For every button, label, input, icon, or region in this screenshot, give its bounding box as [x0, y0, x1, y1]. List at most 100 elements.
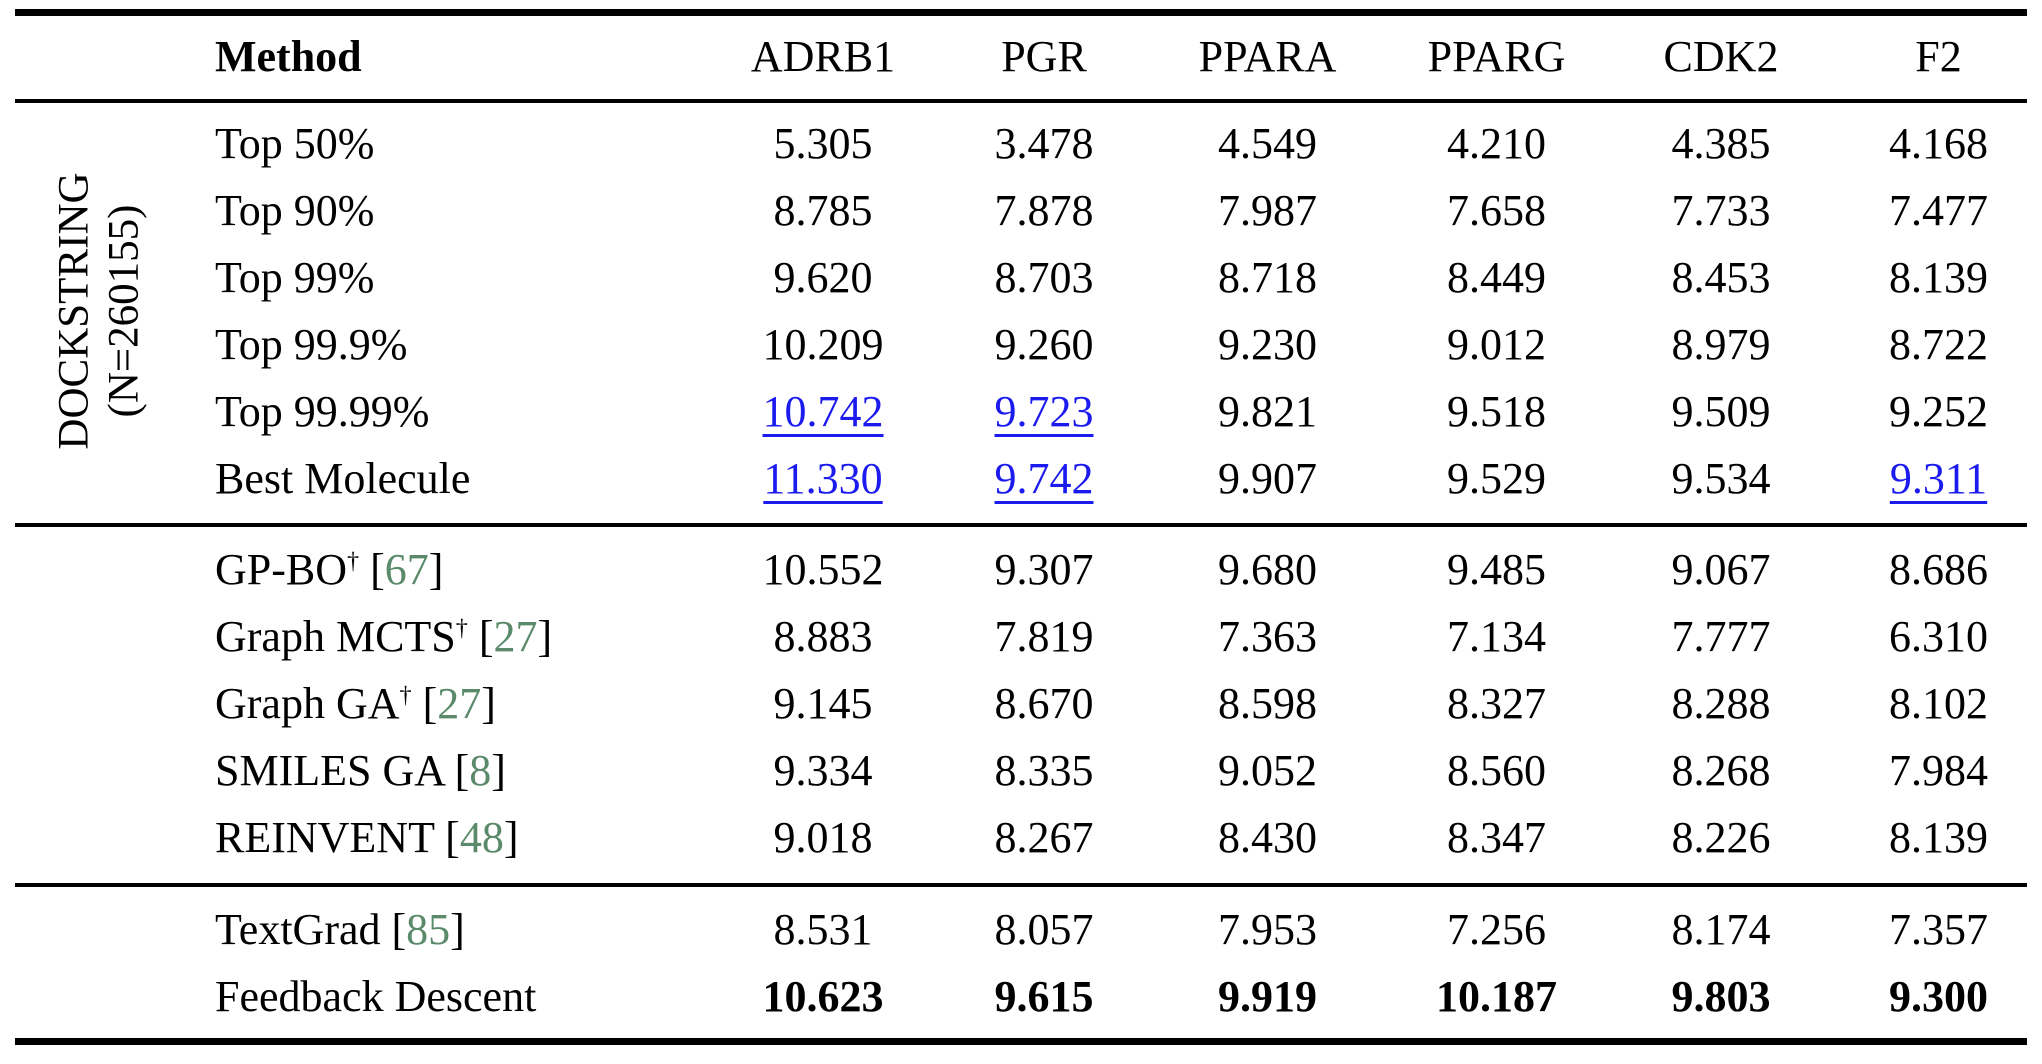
citation-link[interactable]: 27 — [437, 678, 482, 728]
section-dockstring-percentiles: Top 50% 5.305 3.478 4.549 4.210 4.385 4.168 Top… — [15, 110, 2027, 512]
value-cell: 9.307 — [994, 544, 1094, 594]
value-cell: 9.485 — [1447, 544, 1546, 594]
value-cell: 7.777 — [1671, 611, 1771, 661]
table-row: Graph MCTS† [27] 8.883 7.819 7.363 7.134 7.77… — [15, 603, 2027, 670]
value-cell: 4.168 — [1889, 118, 1988, 168]
value-cell: 9.742 — [994, 453, 1094, 503]
method-name: Top 50% — [215, 118, 375, 168]
value-cell: 8.139 — [1889, 252, 1988, 302]
citation-link[interactable]: 27 — [493, 611, 538, 661]
value-cell: 9.919 — [1218, 971, 1317, 1021]
value-cell: 8.598 — [1218, 678, 1317, 728]
value-cell: 9.260 — [994, 319, 1094, 369]
table-row: Top 99% 9.620 8.703 8.718 8.449 8.453 8.139 — [15, 244, 2027, 311]
value-cell: 8.686 — [1889, 544, 1988, 594]
value-cell: 3.478 — [994, 118, 1094, 168]
citation-link[interactable]: 48 — [459, 812, 504, 862]
value-cell: 4.210 — [1447, 118, 1546, 168]
column-header-f2: F2 — [1915, 32, 1962, 81]
value-cell: 9.012 — [1447, 319, 1546, 369]
value-cell: 7.658 — [1447, 185, 1546, 235]
value-cell: 10.623 — [762, 971, 884, 1021]
method-cell: Graph MCTS† [27] — [215, 611, 712, 661]
citation-link[interactable]: 8 — [469, 745, 492, 795]
table-row: Top 90% 8.785 7.878 7.987 7.658 7.733 7.477 — [15, 177, 2027, 244]
value-cell: 8.335 — [994, 745, 1094, 795]
table-row: Top 99.9% 10.209 9.260 9.230 9.012 8.979 8.722 — [15, 311, 2027, 378]
column-header-pparg: PPARG — [1427, 32, 1566, 81]
value-cell: 8.883 — [773, 611, 873, 661]
value-cell: 8.449 — [1447, 252, 1546, 302]
method-name: REINVENT — [215, 812, 435, 862]
column-header-pgr: PGR — [1001, 32, 1087, 81]
method-cell: Top 90% — [215, 188, 712, 233]
citation-bracket-open: [ — [443, 745, 470, 795]
section-text-optimization-methods: TextGrad [85] 8.531 8.057 7.953 7.256 8.174 7.… — [15, 896, 2027, 1030]
value-cell: 9.067 — [1671, 544, 1771, 594]
citation-bracket-close: ] — [428, 544, 444, 594]
value-cell: 9.907 — [1218, 453, 1317, 503]
value-cell: 8.453 — [1671, 252, 1771, 302]
table-row: Graph GA† [27] 9.145 8.670 8.598 8.327 8.288 8… — [15, 670, 2027, 737]
value-cell: 9.723 — [994, 386, 1094, 436]
table-row: Best Molecule 11.330 9.742 9.907 9.529 9.534 9… — [15, 445, 2027, 512]
value-cell: 10.187 — [1436, 971, 1557, 1021]
value-cell: 7.819 — [994, 611, 1094, 661]
value-cell: 9.252 — [1889, 386, 1988, 436]
value-cell: 8.430 — [1218, 812, 1317, 862]
method-name: Top 99.99% — [215, 386, 430, 436]
value-cell: 9.518 — [1447, 386, 1546, 436]
method-name: Graph GA — [215, 678, 400, 728]
value-cell: 7.134 — [1447, 611, 1546, 661]
method-name: SMILES GA — [215, 745, 444, 795]
value-cell: 11.330 — [763, 453, 883, 503]
value-cell: 8.102 — [1889, 678, 1988, 728]
value-cell: 7.878 — [994, 185, 1094, 235]
table-header-row: Method ADRB1 PGR PPARA PPARG CDK2 F2 — [15, 16, 2027, 98]
value-cell: 8.174 — [1671, 904, 1771, 954]
value-cell: 9.615 — [994, 971, 1094, 1021]
value-cell: 7.953 — [1218, 904, 1317, 954]
method-name: Graph MCTS — [215, 611, 456, 661]
method-cell: GP-BO† [67] — [215, 544, 712, 594]
column-header-method: Method — [215, 32, 362, 81]
citation-bracket-close: ] — [537, 611, 553, 661]
value-cell: 8.722 — [1889, 319, 1988, 369]
value-cell: 8.979 — [1671, 319, 1771, 369]
method-cell: SMILES GA [8] — [215, 745, 712, 795]
method-name: Best Molecule — [215, 453, 471, 503]
citation-link[interactable]: 67 — [384, 544, 429, 594]
method-name: Top 99.9% — [215, 319, 408, 369]
value-cell: 4.385 — [1671, 118, 1771, 168]
dagger-mark: † — [347, 546, 360, 574]
value-cell: 9.052 — [1218, 745, 1317, 795]
value-cell: 7.984 — [1889, 745, 1988, 795]
citation-bracket-open: [ — [411, 678, 438, 728]
method-cell: REINVENT [48] — [215, 812, 712, 862]
column-header-adrb1: ADRB1 — [750, 32, 896, 81]
value-cell: 4.549 — [1218, 118, 1317, 168]
value-cell: 9.300 — [1889, 971, 1988, 1021]
value-cell: 9.230 — [1218, 319, 1317, 369]
citation-link[interactable]: 85 — [406, 904, 451, 954]
table-row: REINVENT [48] 9.018 8.267 8.430 8.347 8.226 8.… — [15, 804, 2027, 871]
citation-bracket-open: [ — [434, 812, 460, 862]
table-bottom-rule — [15, 1038, 2027, 1045]
value-cell: 8.139 — [1889, 812, 1988, 862]
value-cell: 8.288 — [1671, 678, 1771, 728]
citation-bracket-close: ] — [491, 745, 506, 795]
section-divider-rule-2 — [15, 883, 2027, 887]
value-cell: 9.018 — [773, 812, 873, 862]
citation-bracket-open: [ — [359, 544, 385, 594]
value-cell: 8.718 — [1218, 252, 1317, 302]
value-cell: 9.821 — [1218, 386, 1317, 436]
value-cell: 8.560 — [1447, 745, 1546, 795]
citation-bracket-close: ] — [503, 812, 519, 862]
citation-bracket-close: ] — [481, 678, 496, 728]
value-cell: 8.670 — [994, 678, 1094, 728]
method-cell: TextGrad [85] — [215, 904, 712, 954]
value-cell: 9.334 — [773, 745, 873, 795]
column-header-cdk2: CDK2 — [1663, 32, 1779, 81]
method-cell: Feedback Descent — [215, 974, 712, 1019]
